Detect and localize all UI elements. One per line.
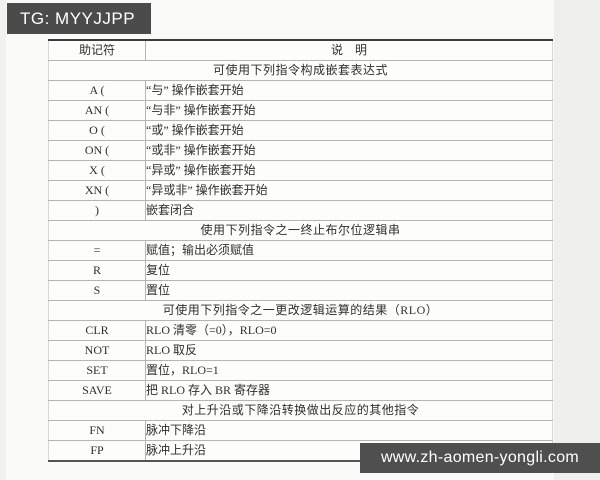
tg-badge: TG: MYYJJPP <box>7 3 152 34</box>
table-row: ) 嵌套闭合 <box>48 200 553 221</box>
mnemonic-cell: XN ( <box>48 180 146 201</box>
mnemonic-cell: = <box>48 240 146 261</box>
description-cell: “或非” 操作嵌套开始 <box>145 140 553 161</box>
mnemonic-cell: SAVE <box>48 380 146 401</box>
section-row: 可使用下列指令构成嵌套表达式 <box>48 60 553 81</box>
header-description: 说 明 <box>145 40 553 61</box>
table-row: SAVE 把 RLO 存入 BR 寄存器 <box>48 380 553 401</box>
section-title: 可使用下列指令之一更改逻辑运算的结果（RLO） <box>48 300 553 321</box>
header-mnemonic: 助记符 <box>48 40 146 61</box>
mnemonic-cell: S <box>48 280 146 301</box>
mnemonic-cell: ) <box>48 200 146 221</box>
description-cell: 复位 <box>145 260 553 281</box>
table-row: NOT RLO 取反 <box>48 340 553 361</box>
description-cell: “或” 操作嵌套开始 <box>145 120 553 141</box>
description-cell: 脉冲上升沿 <box>146 443 207 457</box>
table-body: 可使用下列指令构成嵌套表达式 A (“与” 操作嵌套开始 AN (“与非” 操作嵌套… <box>48 60 553 461</box>
table-row: XN (“异或非” 操作嵌套开始 <box>48 180 553 201</box>
description-cell: 置位，RLO=1 <box>145 360 553 381</box>
description-cell: “异或非” 操作嵌套开始 <box>145 180 553 201</box>
table-row: SET 置位，RLO=1 <box>48 360 553 381</box>
mnemonic-cell: O ( <box>48 120 146 141</box>
description-cell: “与非” 操作嵌套开始 <box>145 100 553 121</box>
mnemonic-table-container: 助记符 说 明 可使用下列指令构成嵌套表达式 A (“与” 操作嵌套开始 AN (“… <box>48 39 553 462</box>
table-row: A (“与” 操作嵌套开始 <box>48 80 553 101</box>
table-row: AN (“与非” 操作嵌套开始 <box>48 100 553 121</box>
section-row: 使用下列指令之一终止布尔位逻辑串 <box>48 220 553 241</box>
description-cell: 置位 <box>145 280 553 301</box>
section-title: 可使用下列指令构成嵌套表达式 <box>48 60 553 81</box>
table-row: ON (“或非” 操作嵌套开始 <box>48 140 553 161</box>
mnemonic-cell: R <box>48 260 146 281</box>
mnemonic-cell: FN <box>48 420 146 441</box>
description-cell: 嵌套闭合 <box>145 200 553 221</box>
mnemonic-cell: AN ( <box>48 100 146 121</box>
mnemonic-cell: A ( <box>48 80 146 101</box>
description-cell: “与” 操作嵌套开始 <box>145 80 553 101</box>
description-cell: RLO 取反 <box>145 340 553 361</box>
mnemonic-table: 助记符 说 明 可使用下列指令构成嵌套表达式 A (“与” 操作嵌套开始 AN (“… <box>48 39 553 462</box>
mnemonic-cell: CLR <box>48 320 146 341</box>
section-title: 对上升沿或下降沿转换做出反应的其他指令 <box>48 400 553 421</box>
description-cell: “异或” 操作嵌套开始 <box>145 160 553 181</box>
table-row: CLR RLO 清零（=0），RLO=0 <box>48 320 553 341</box>
description-cell: RLO 清零（=0），RLO=0 <box>145 320 553 341</box>
table-row: R 复位 <box>48 260 553 281</box>
table-row: X (“异或” 操作嵌套开始 <box>48 160 553 181</box>
table-row: = 赋值；输出必须赋值 <box>48 240 553 261</box>
page-left-margin-strip <box>0 0 6 480</box>
description-cell: 脉冲下降沿 <box>145 420 553 441</box>
description-cell: 把 RLO 存入 BR 寄存器 <box>145 380 553 401</box>
mnemonic-cell: SET <box>48 360 146 381</box>
mnemonic-cell: FP <box>48 440 146 461</box>
section-title: 使用下列指令之一终止布尔位逻辑串 <box>48 220 553 241</box>
section-row: 对上升沿或下降沿转换做出反应的其他指令 <box>48 400 553 421</box>
table-row: FP 脉冲上升沿 <box>48 440 553 461</box>
page-right-margin-strip <box>554 0 600 480</box>
table-row: FN 脉冲下降沿 <box>48 420 553 441</box>
mnemonic-cell: NOT <box>48 340 146 361</box>
table-row: O (“或” 操作嵌套开始 <box>48 120 553 141</box>
mnemonic-cell: X ( <box>48 160 146 181</box>
section-row: 可使用下列指令之一更改逻辑运算的结果（RLO） <box>48 300 553 321</box>
description-cell: 赋值；输出必须赋值 <box>145 240 553 261</box>
table-row: S 置位 <box>48 280 553 301</box>
table-header-row: 助记符 说 明 <box>48 40 553 61</box>
mnemonic-cell: ON ( <box>48 140 146 161</box>
watermark-url: www.zh-aomen-yongli.com <box>360 443 600 473</box>
